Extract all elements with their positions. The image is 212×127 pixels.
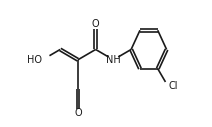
Text: NH: NH [106, 55, 121, 65]
Text: O: O [74, 108, 82, 118]
Text: Cl: Cl [168, 81, 178, 91]
Text: HO: HO [28, 55, 42, 65]
Text: O: O [92, 19, 99, 29]
